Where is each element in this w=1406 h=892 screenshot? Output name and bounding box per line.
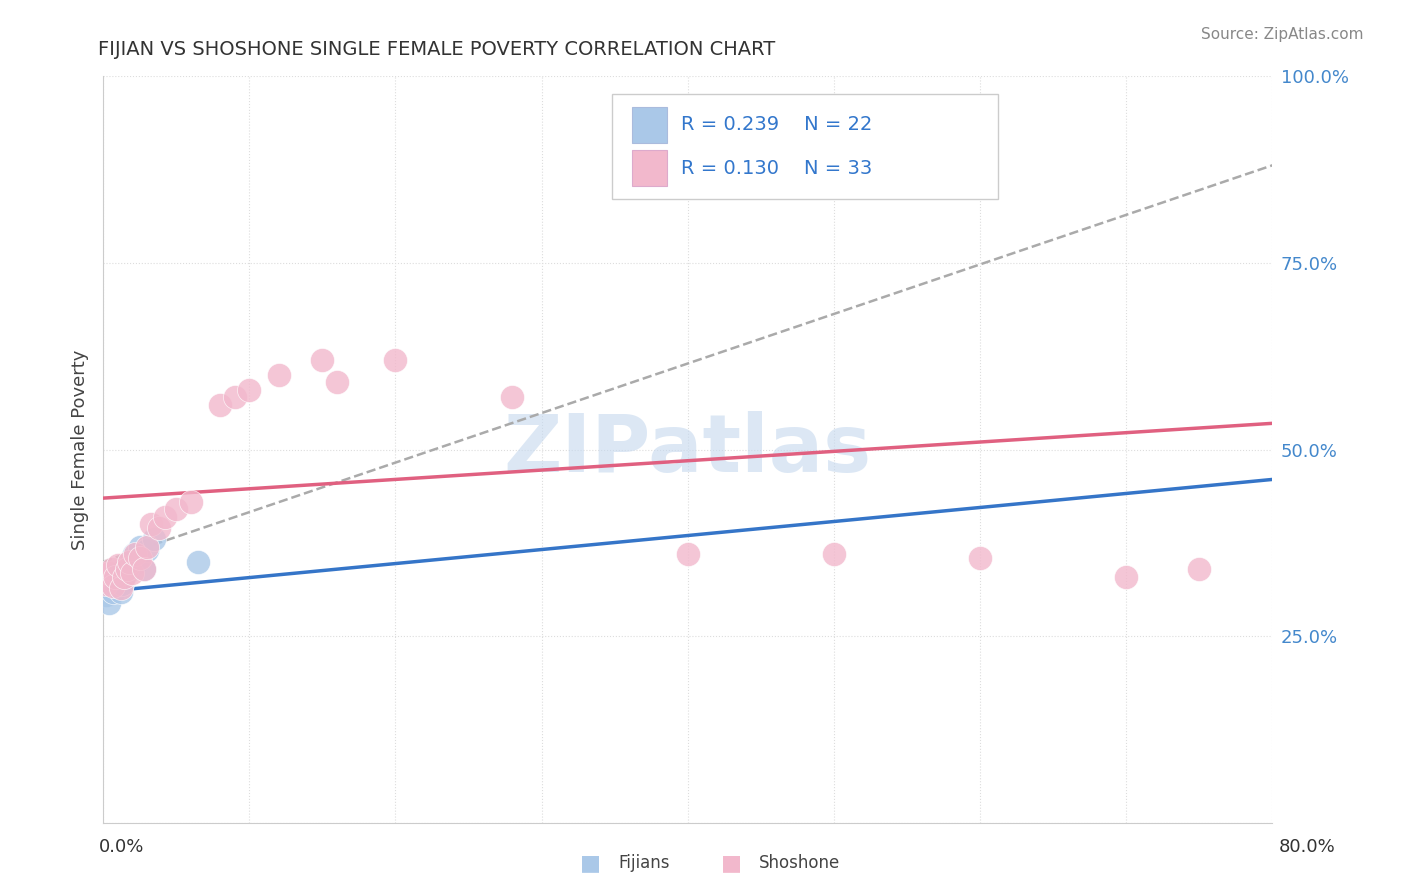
Point xyxy=(104,569,127,583)
Text: Shoshone: Shoshone xyxy=(759,855,841,872)
Point xyxy=(143,533,166,547)
Text: R = 0.239    N = 22: R = 0.239 N = 22 xyxy=(681,115,872,135)
Text: FIJIAN VS SHOSHONE SINGLE FEMALE POVERTY CORRELATION CHART: FIJIAN VS SHOSHONE SINGLE FEMALE POVERTY… xyxy=(98,40,776,59)
Point xyxy=(115,562,138,576)
Point xyxy=(128,551,150,566)
FancyBboxPatch shape xyxy=(631,107,666,143)
Point xyxy=(108,566,131,580)
FancyBboxPatch shape xyxy=(612,95,998,199)
Text: R = 0.130    N = 33: R = 0.130 N = 33 xyxy=(681,159,872,178)
Point xyxy=(238,383,260,397)
Point xyxy=(112,569,135,583)
Text: ■: ■ xyxy=(721,854,741,873)
Point xyxy=(103,579,125,593)
Point xyxy=(1115,569,1137,583)
Point xyxy=(105,579,128,593)
Point xyxy=(136,543,159,558)
Point xyxy=(823,547,845,561)
Point xyxy=(132,562,155,576)
Point xyxy=(107,569,129,583)
Point xyxy=(187,555,209,569)
Point xyxy=(969,551,991,566)
Point xyxy=(209,398,232,412)
Point xyxy=(115,566,138,580)
Point xyxy=(676,547,699,561)
Point xyxy=(110,581,132,595)
Point xyxy=(101,562,124,576)
Point xyxy=(148,521,170,535)
Point xyxy=(118,555,141,569)
Point xyxy=(110,584,132,599)
Y-axis label: Single Female Poverty: Single Female Poverty xyxy=(72,350,89,549)
Text: 80.0%: 80.0% xyxy=(1279,838,1336,855)
Point xyxy=(180,495,202,509)
Text: 0.0%: 0.0% xyxy=(98,838,143,855)
Text: ZIPatlas: ZIPatlas xyxy=(503,410,872,489)
Point xyxy=(121,566,143,580)
Point xyxy=(122,547,145,561)
Point xyxy=(165,502,187,516)
Point xyxy=(128,540,150,554)
Point xyxy=(101,577,124,591)
Point xyxy=(114,562,136,576)
Point xyxy=(111,577,134,591)
Point xyxy=(124,547,146,561)
Point xyxy=(120,555,142,569)
Text: Source: ZipAtlas.com: Source: ZipAtlas.com xyxy=(1201,27,1364,42)
Point xyxy=(125,555,148,569)
Point xyxy=(384,352,406,367)
Text: ■: ■ xyxy=(581,854,600,873)
Point xyxy=(136,540,159,554)
Point xyxy=(103,584,125,599)
Point xyxy=(267,368,290,382)
Point xyxy=(118,558,141,573)
Point xyxy=(224,390,246,404)
FancyBboxPatch shape xyxy=(631,151,666,186)
Point xyxy=(132,562,155,576)
Point xyxy=(98,566,121,580)
Point xyxy=(501,390,523,404)
Text: Fijians: Fijians xyxy=(619,855,671,872)
Point xyxy=(326,375,349,389)
Point xyxy=(153,509,176,524)
Point xyxy=(107,558,129,573)
Point xyxy=(98,596,121,610)
Point xyxy=(121,551,143,566)
Point xyxy=(94,577,117,591)
Point xyxy=(1188,562,1211,576)
Point xyxy=(104,574,127,588)
Point xyxy=(94,588,117,602)
Point xyxy=(311,352,333,367)
Point xyxy=(141,517,163,532)
